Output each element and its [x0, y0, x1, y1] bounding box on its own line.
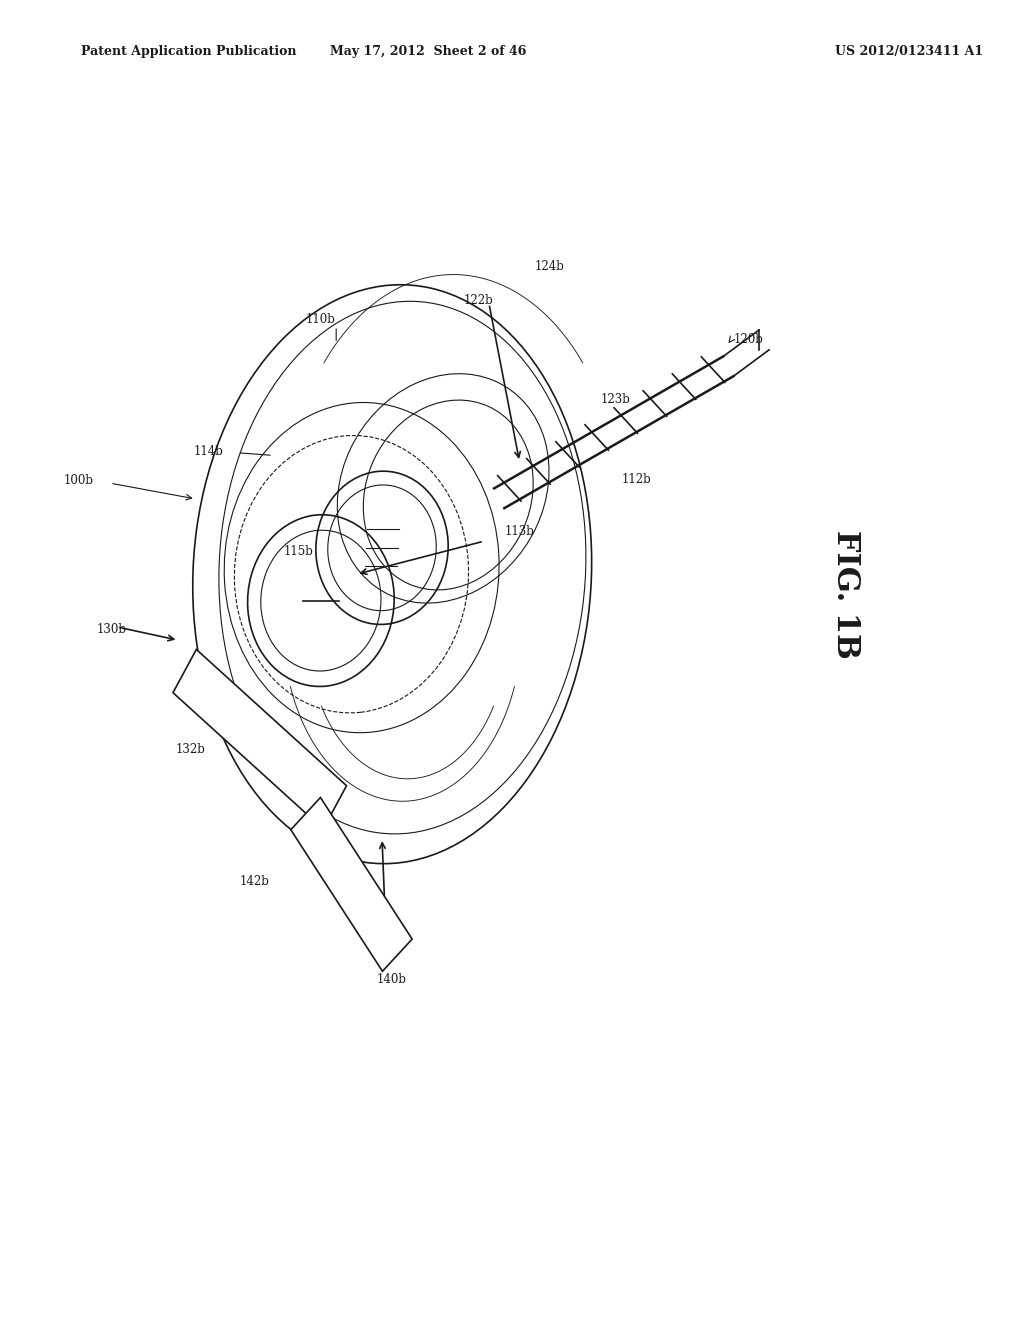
Text: 122b: 122b [464, 294, 494, 308]
Text: 113b: 113b [504, 525, 535, 539]
Text: 100b: 100b [63, 474, 93, 487]
Text: May 17, 2012  Sheet 2 of 46: May 17, 2012 Sheet 2 of 46 [330, 45, 526, 58]
Text: 130b: 130b [97, 623, 127, 636]
Text: Patent Application Publication: Patent Application Publication [82, 45, 297, 58]
Text: 132b: 132b [175, 743, 205, 756]
Polygon shape [173, 649, 346, 829]
Text: 115b: 115b [284, 545, 313, 558]
Text: FIG. 1B: FIG. 1B [830, 529, 861, 659]
Text: 140b: 140b [377, 973, 407, 986]
Text: 142b: 142b [240, 875, 269, 888]
Text: 120b: 120b [733, 333, 763, 346]
Text: 112b: 112b [622, 473, 651, 486]
Text: 110b: 110b [305, 313, 336, 326]
Text: 114b: 114b [194, 445, 223, 458]
Text: 123b: 123b [601, 393, 631, 407]
Text: 124b: 124b [535, 260, 564, 273]
Text: US 2012/0123411 A1: US 2012/0123411 A1 [836, 45, 983, 58]
Polygon shape [291, 797, 412, 972]
